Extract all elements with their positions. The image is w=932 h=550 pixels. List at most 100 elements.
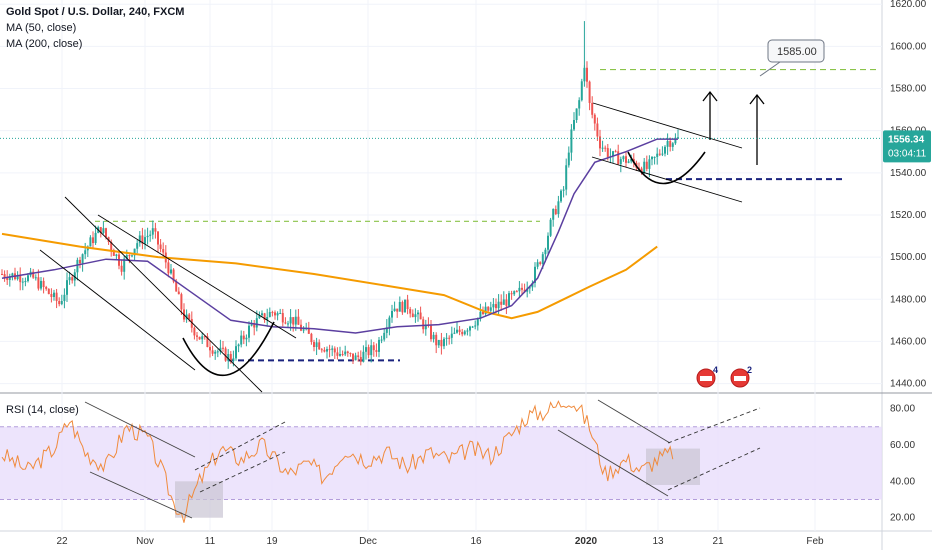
candle-body [180,294,183,310]
candle-body [404,299,406,313]
candle-body [71,277,74,281]
candle-body [248,325,250,338]
candle-body [354,355,357,361]
candle-body [505,299,508,306]
ma200-line [1,232,658,320]
candle-body [105,228,107,238]
candle-body [53,292,55,298]
up-arrow-head [749,93,765,105]
candle-body [250,323,253,326]
rsi-channel-line [84,401,196,458]
candle-body [214,351,217,354]
candle-body [188,314,191,319]
price-tick-label: 1480.00 [890,294,927,305]
candle-body [539,262,542,264]
candle-body [492,304,495,308]
cup-arc-left [182,321,275,377]
price-tick-label: 1440.00 [890,379,927,390]
candle-body [336,352,339,356]
candle-body [445,337,448,339]
candle-body [370,345,373,356]
candle-body [515,291,518,293]
rsi-tick-label: 40.00 [890,476,915,487]
candle-body [11,273,14,277]
candle-body [344,351,347,355]
us-event-flag-stripe [734,376,746,381]
candle-body [586,67,588,82]
trend-channel-line [97,214,297,339]
price-tick-label: 1540.00 [890,168,927,179]
symbol-title[interactable]: Gold Spot / U.S. Dollar, 240, FXCM [6,6,185,18]
target-callout-pointer [759,61,781,77]
candle-body [190,318,193,328]
candle-body [625,156,627,163]
candle-body [84,250,87,255]
candle-body [229,354,232,362]
candle-body [45,287,48,289]
candle-body [601,147,604,149]
candle-body [651,157,653,160]
candle-body [604,147,607,149]
event-count-badge: 2 [747,365,752,375]
candle-body [502,299,505,305]
candle-body [406,299,409,310]
time-tick-label: 2020 [575,536,598,547]
candle-body [297,316,300,325]
price-tick-label: 1460.00 [890,336,927,347]
rsi-highlight-right [646,448,700,485]
rsi-projection-line [199,451,286,493]
candle-body [81,254,84,264]
candle-body [591,102,594,115]
ma50-line [1,138,678,334]
time-tick-label: 21 [712,536,724,547]
candle-body [3,274,6,278]
candle-body [536,262,539,267]
price-tick-label: 1580.00 [890,84,927,95]
chart-legend: Gold Spot / U.S. Dollar, 240, FXCM MA (5… [6,4,184,52]
candle-body [289,317,292,324]
candle-body [206,336,209,348]
candle-body [466,330,469,332]
candle-body [417,312,419,315]
candle-body [47,288,50,294]
candle-body [242,335,245,340]
time-tick-label: 22 [56,536,68,547]
candle-body [339,354,341,356]
candle-body [518,287,521,292]
candle-body [349,353,352,355]
candle-body [131,255,133,257]
candle-body [333,348,336,353]
candle-body [141,235,144,244]
candle-body [292,317,295,325]
rsi-legend[interactable]: RSI (14, close) [6,404,79,416]
candle-body [60,301,63,305]
candle-body [307,327,310,334]
candle-body [385,327,388,333]
time-tick-label: 11 [205,536,216,547]
up-arrow-head [702,90,718,102]
ma50-legend[interactable]: MA (50, close) [6,22,77,34]
candle-body [294,316,297,325]
candle-body [313,342,315,348]
candle-body [50,293,53,298]
candle-body [456,329,458,333]
candle-body [196,335,198,337]
ma200-legend[interactable]: MA (200, close) [6,38,83,50]
candle-body [643,161,646,173]
price-badge-value: 1556.34 [888,134,925,145]
candle-body [40,280,42,289]
price-tick-label: 1620.00 [890,0,927,10]
candle-body [573,119,575,130]
candle-body [656,153,659,157]
candle-body [6,277,9,281]
candle-body [1,273,3,275]
candle-body [479,311,482,319]
candle-body [630,158,633,162]
candle-body [424,324,427,330]
candle-body [614,151,617,153]
candle-body [409,309,412,314]
candle-body [531,283,534,288]
candle-body [562,189,565,191]
trend-channel-line [591,156,743,203]
